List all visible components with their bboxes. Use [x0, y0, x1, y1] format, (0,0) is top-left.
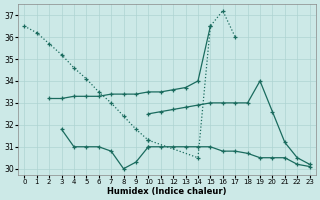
X-axis label: Humidex (Indice chaleur): Humidex (Indice chaleur) [107, 187, 227, 196]
